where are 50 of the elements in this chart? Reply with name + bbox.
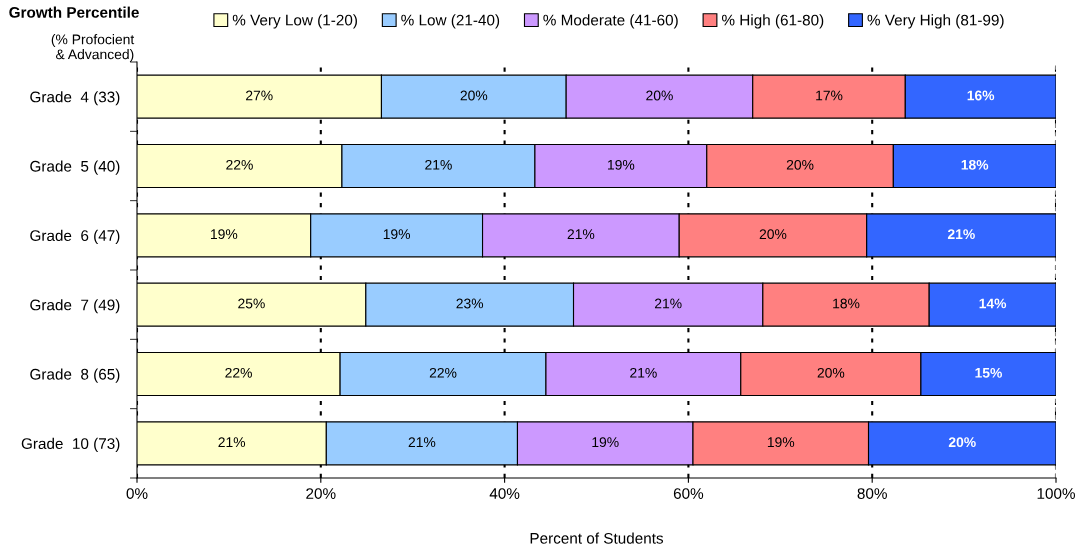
data-label: 25% [238, 298, 265, 309]
data-label: 16% [967, 90, 995, 101]
data-label: 18% [833, 298, 860, 309]
data-label: 20% [817, 367, 845, 378]
data-label: 27% [246, 90, 273, 101]
data-label: 18% [961, 159, 989, 170]
data-label: 14% [979, 298, 1007, 309]
legend-title: Growth Percentile [9, 6, 139, 18]
x-tick-label: 60% [673, 488, 704, 499]
data-label: 20% [948, 437, 976, 448]
data-label: 20% [646, 90, 673, 101]
y-tick-label: Grade 5 (40) [30, 160, 120, 175]
legend-label: % Moderate (41-60) [543, 14, 678, 29]
data-label: 19% [767, 437, 795, 448]
data-label: 21% [425, 159, 452, 170]
y-tick-label: Grade 4 (33) [30, 91, 120, 106]
y-tick-label: Grade 8 (65) [30, 368, 120, 383]
data-label: 22% [225, 367, 252, 378]
data-label: 21% [947, 229, 975, 240]
y-axis-title: (% Profocient & Advanced) [51, 34, 135, 62]
data-label: 21% [654, 298, 682, 309]
data-label: 21% [630, 367, 657, 378]
y-tick-label: Grade 6 (47) [30, 229, 120, 245]
data-label: 23% [456, 298, 484, 309]
x-tick-label: 100% [1037, 488, 1075, 499]
data-label: 22% [429, 367, 457, 378]
data-label: 19% [608, 159, 635, 170]
legend-label: % High (61-80) [721, 14, 824, 29]
x-tick-label: 20% [306, 488, 336, 499]
data-label: 19% [592, 437, 619, 448]
data-label: 22% [226, 159, 253, 170]
data-label: 15% [975, 367, 1002, 378]
data-label: 19% [383, 229, 411, 240]
x-tick-label: 80% [857, 488, 887, 499]
x-tick-label: 0% [126, 488, 148, 499]
x-axis-title: Percent of Students [530, 532, 664, 544]
legend-label: % Very High (81-99) [867, 14, 1004, 29]
data-label: 21% [567, 229, 595, 240]
y-tick-label: Grade 10 (73) [21, 437, 120, 453]
data-label: 21% [408, 437, 436, 448]
data-label: 20% [786, 159, 814, 170]
data-label: 19% [211, 229, 238, 240]
legend-label: % Very Low (1-20) [232, 14, 357, 29]
y-tick-label: Grade 7 (49) [30, 299, 120, 314]
x-tick-label: 40% [489, 488, 520, 499]
legend-label: % Low (21-40) [401, 14, 500, 29]
data-label: 17% [816, 90, 843, 101]
data-label: 20% [759, 229, 787, 240]
data-label: 21% [218, 437, 246, 448]
data-label: 20% [460, 90, 488, 101]
